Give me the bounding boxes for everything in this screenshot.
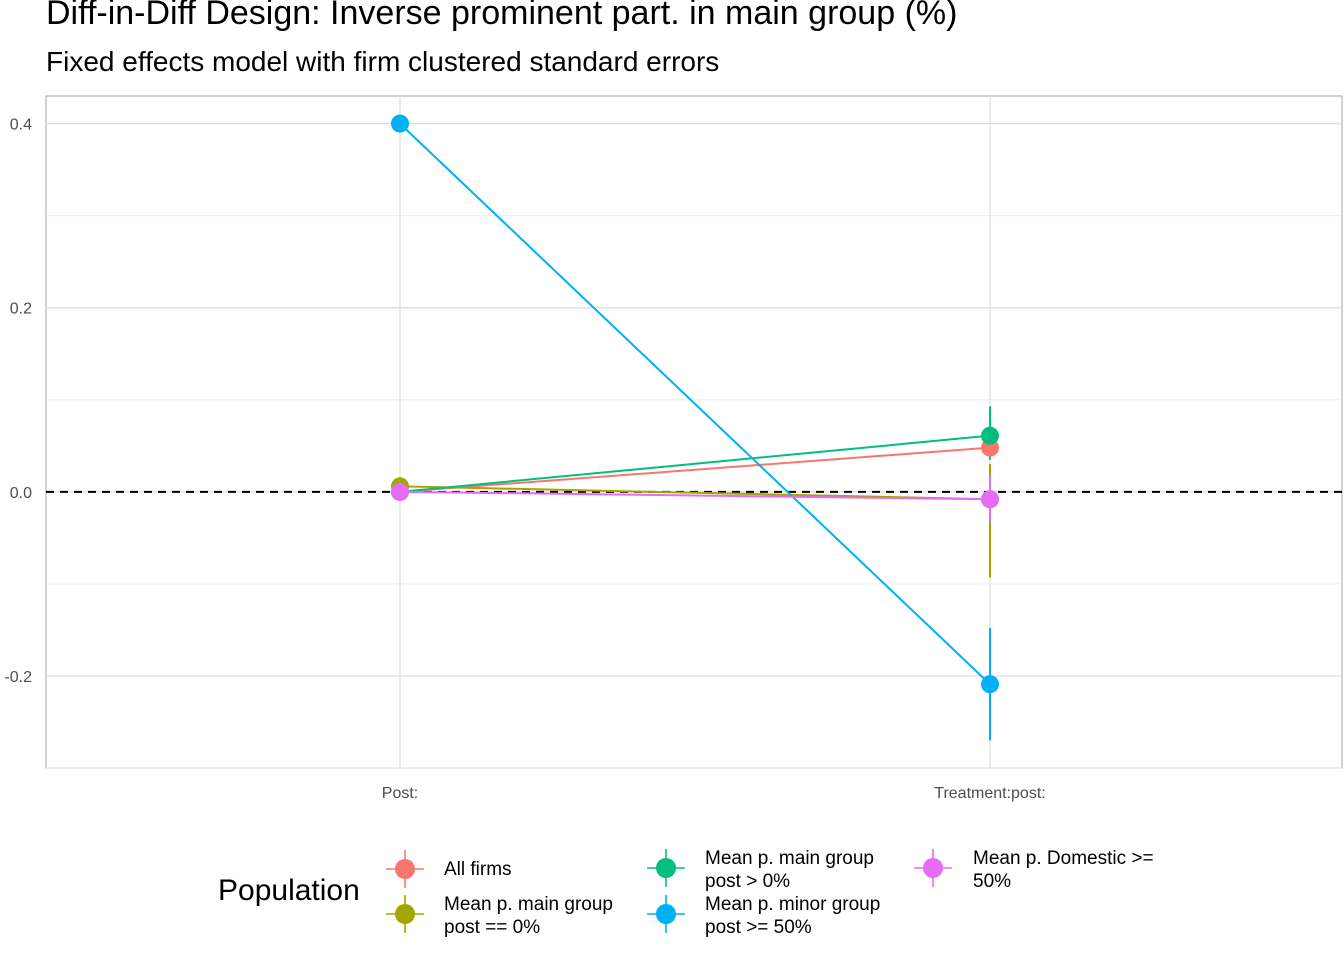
point-mean-p-domestic-50 (981, 490, 999, 509)
point-mean-p-minor-group-post-50 (981, 675, 999, 694)
chart-subtitle: Fixed effects model with firm clustered … (46, 46, 720, 77)
legend-key-point-mean-p-minor-group-post-50 (656, 904, 676, 924)
legend-key-point-mean-p-domestic-50 (923, 858, 943, 878)
legend-label-all-firms: All firms (444, 859, 512, 880)
legend-key-point-mean-p-main-group-post-0 (395, 904, 415, 924)
legend-key-point-mean-p-main-group-post-0 (656, 858, 676, 878)
series-line-mean-p-main-group-post-0 (399, 434, 991, 493)
point-mean-p-domestic-50 (391, 482, 409, 501)
legend-label-mean-p-minor-group-post-50: Mean p. minor group post >= 50% (705, 894, 881, 938)
legend-title: Population (218, 874, 360, 907)
y-tick-label: 0.0 (10, 485, 32, 502)
legend-label-mean-p-main-group-post-0: Mean p. main group post == 0% (444, 894, 613, 938)
legend-label-mean-p-domestic-50: Mean p. Domestic >= 50% (973, 848, 1154, 892)
series-line-all-firms (399, 446, 991, 493)
legend-label-mean-p-main-group-post-0: Mean p. main group post > 0% (705, 848, 874, 892)
series-line-mean-p-domestic-50 (399, 490, 991, 501)
y-tick-label: 0.2 (10, 301, 32, 318)
series-line-mean-p-minor-group-post-50 (399, 122, 991, 685)
y-tick-label: 0.4 (10, 117, 32, 134)
panel-border (45, 95, 1343, 769)
y-tick-label: -0.2 (4, 669, 32, 686)
point-mean-p-minor-group-post-50 (391, 114, 409, 133)
point-mean-p-main-group-post-0 (981, 426, 999, 445)
chart-title: Diff-in-Diff Design: Inverse prominent p… (46, 0, 958, 32)
x-tick-label: Treatment:post: (934, 785, 1045, 802)
x-tick-label: Post: (382, 785, 418, 802)
legend-key-point-all-firms (395, 859, 415, 879)
